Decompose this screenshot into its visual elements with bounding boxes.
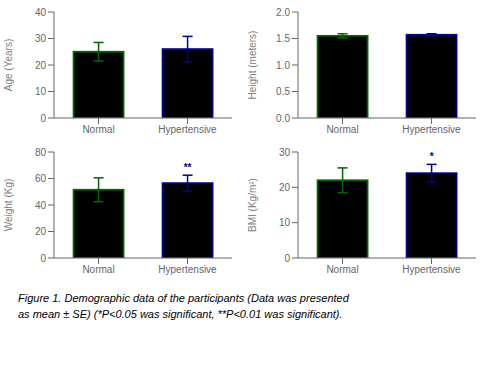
svg-text:0: 0 <box>40 253 46 264</box>
svg-text:Height (meters): Height (meters) <box>247 31 258 100</box>
svg-text:20: 20 <box>35 60 47 71</box>
svg-text:40: 40 <box>35 7 47 18</box>
svg-text:Normal: Normal <box>82 264 114 275</box>
svg-text:1.0: 1.0 <box>276 60 290 71</box>
svg-text:0: 0 <box>40 113 46 124</box>
svg-text:*: * <box>430 151 434 162</box>
svg-text:30: 30 <box>35 33 47 44</box>
svg-text:0.5: 0.5 <box>276 86 290 97</box>
svg-text:Hypertensive: Hypertensive <box>402 124 461 135</box>
svg-text:60: 60 <box>35 173 47 184</box>
svg-text:30: 30 <box>279 147 291 158</box>
svg-text:Normal: Normal <box>326 124 358 135</box>
svg-text:BMI (Kg/m²): BMI (Kg/m²) <box>247 178 258 232</box>
svg-text:Hypertensive: Hypertensive <box>158 124 217 135</box>
svg-text:Hypertensive: Hypertensive <box>402 264 461 275</box>
svg-text:80: 80 <box>35 147 47 158</box>
svg-text:20: 20 <box>35 226 47 237</box>
svg-text:Normal: Normal <box>326 264 358 275</box>
html-text:Figure 1. Demographic data of: Figure 1. Demographic data of the partic… <box>18 292 349 304</box>
svg-text:10: 10 <box>35 86 47 97</box>
svg-text:Normal: Normal <box>82 124 114 135</box>
svg-text:Weight (Kg): Weight (Kg) <box>8 179 14 232</box>
svg-text:2.0: 2.0 <box>276 7 290 18</box>
svg-text:Age (Years): Age (Years) <box>8 39 14 91</box>
svg-text:0: 0 <box>284 253 290 264</box>
svg-text:40: 40 <box>35 200 47 211</box>
svg-text:10: 10 <box>279 217 291 228</box>
svg-text:0.0: 0.0 <box>276 113 290 124</box>
svg-text:20: 20 <box>279 182 291 193</box>
html-text:as mean ± SE) (*P<0.05 was sig: as mean ± SE) (*P<0.05 was significant, … <box>18 308 343 320</box>
svg-text:Hypertensive: Hypertensive <box>158 264 217 275</box>
svg-text:**: ** <box>184 162 192 173</box>
svg-text:1.5: 1.5 <box>276 33 290 44</box>
